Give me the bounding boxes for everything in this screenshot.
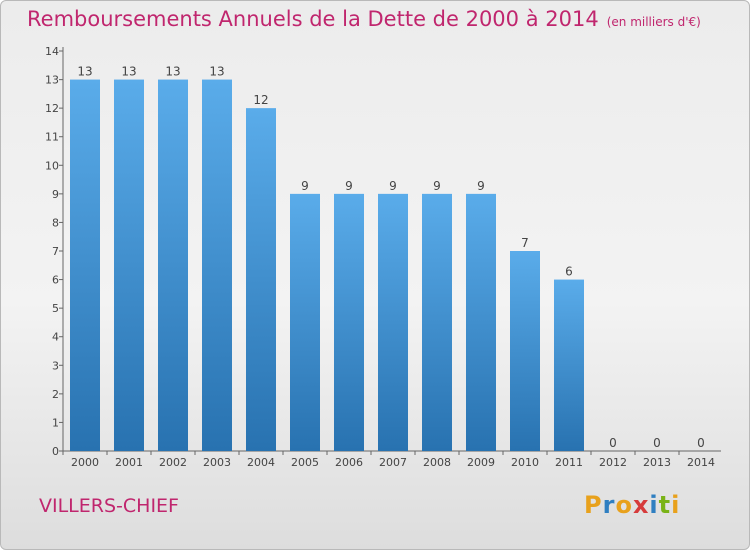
data-label: 9 <box>433 179 441 193</box>
data-label: 7 <box>521 236 529 250</box>
x-tick-label: 2008 <box>423 456 451 469</box>
bar <box>334 193 364 451</box>
commune-name: VILLERS-CHIEF <box>39 495 179 517</box>
bars <box>70 79 584 452</box>
y-tick-label: 4 <box>52 331 59 344</box>
bar <box>554 279 584 451</box>
x-tick-label: 2004 <box>247 456 275 469</box>
data-label: 13 <box>165 65 180 79</box>
y-tick-label: 2 <box>52 388 59 401</box>
y-tick-label: 10 <box>45 159 59 172</box>
bar <box>202 79 232 452</box>
x-tick-label: 2009 <box>467 456 495 469</box>
y-tick-label: 0 <box>52 445 59 458</box>
x-tick-label: 2006 <box>335 456 363 469</box>
x-tick-label: 2012 <box>599 456 627 469</box>
x-tick-label: 2011 <box>555 456 583 469</box>
logo-letter: t <box>658 491 672 519</box>
logo-letter: P <box>584 491 603 519</box>
y-tick-label: 13 <box>45 74 59 87</box>
x-tick-label: 2003 <box>203 456 231 469</box>
chart-title: Remboursements Annuels de la Dette de 20… <box>27 7 701 31</box>
logo-letter: r <box>602 491 616 519</box>
y-tick-label: 6 <box>52 274 59 287</box>
bar <box>246 108 276 452</box>
y-tick-label: 12 <box>45 102 59 115</box>
y-tick-label: 14 <box>45 45 59 58</box>
data-label: 13 <box>121 65 136 79</box>
y-tick-label: 5 <box>52 302 59 315</box>
data-label: 13 <box>209 65 224 79</box>
bar <box>378 193 408 451</box>
bar <box>158 79 188 452</box>
y-tick-label: 11 <box>45 131 59 144</box>
x-tick-label: 2005 <box>291 456 319 469</box>
y-tick-label: 1 <box>52 416 59 429</box>
data-label: 9 <box>345 179 353 193</box>
data-label: 9 <box>301 179 309 193</box>
proxiti-logo: Proxiti <box>584 491 680 519</box>
bar <box>114 79 144 452</box>
labels: 13 2000 13 2001 13 2002 13 2003 12 2004 9 2005 9 2006… <box>71 65 715 469</box>
data-label: 9 <box>477 179 485 193</box>
x-tick-label: 2000 <box>71 456 99 469</box>
bar <box>510 251 540 451</box>
logo-letter: i <box>671 491 681 519</box>
logo-letter: o <box>615 491 633 519</box>
data-label: 0 <box>653 436 661 450</box>
data-label: 12 <box>253 93 268 107</box>
y-tick-label: 7 <box>52 245 59 258</box>
data-label: 6 <box>565 265 573 279</box>
y-tick-label: 9 <box>52 188 59 201</box>
logo-letter: i <box>649 491 659 519</box>
x-tick-label: 2014 <box>687 456 715 469</box>
data-label: 0 <box>609 436 617 450</box>
chart-title-text: Remboursements Annuels de la Dette de 20… <box>27 7 599 31</box>
x-tick-label: 2001 <box>115 456 143 469</box>
x-tick-label: 2007 <box>379 456 407 469</box>
bar <box>70 79 100 452</box>
logo-letter: x <box>632 491 650 519</box>
x-tick-label: 2010 <box>511 456 539 469</box>
data-label: 0 <box>697 436 705 450</box>
bar <box>466 193 496 451</box>
data-label: 9 <box>389 179 397 193</box>
chart-unit: (en milliers d'€) <box>606 15 701 29</box>
bar <box>422 193 452 451</box>
bar <box>290 193 320 451</box>
x-tick-label: 2013 <box>643 456 671 469</box>
y-tick-label: 3 <box>52 359 59 372</box>
data-label: 13 <box>77 65 92 79</box>
x-tick-label: 2002 <box>159 456 187 469</box>
y-tick-label: 8 <box>52 216 59 229</box>
